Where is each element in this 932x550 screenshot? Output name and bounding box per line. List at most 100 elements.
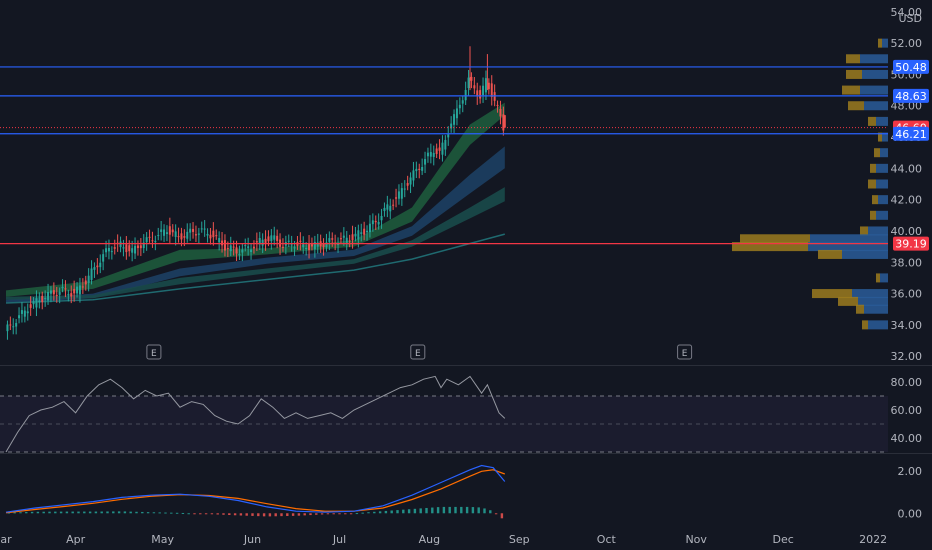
macd-histogram-bar [349, 513, 353, 515]
macd-histogram-bar [413, 508, 417, 514]
candle-body [484, 78, 487, 93]
macd-histogram-bar [193, 513, 196, 515]
candle-body [44, 298, 47, 300]
time-axis-label-Aug: Aug [419, 533, 440, 546]
macd-signal-line [5, 469, 506, 514]
candle-body [18, 315, 21, 319]
candle-body [467, 77, 470, 89]
candle-body [383, 207, 386, 212]
macd-histogram-bar [112, 511, 115, 514]
candle-body [389, 205, 392, 212]
candle-body [421, 166, 424, 171]
macd-line [5, 464, 506, 513]
macd-histogram-bar [344, 513, 347, 515]
price-level-lines[interactable] [0, 66, 888, 245]
price-tick-label: 44.00 [891, 162, 923, 175]
macd-histogram-bar [431, 507, 434, 514]
candle-body [154, 240, 157, 243]
candle-body [354, 233, 357, 237]
price-tag-text-39.19: 39.19 [895, 238, 927, 251]
macd-histogram-bar [338, 513, 341, 515]
candle-body [171, 229, 174, 233]
candle-body [55, 295, 58, 297]
macd-histogram-bar [442, 506, 446, 514]
candle-body [345, 237, 348, 243]
candle-body [6, 324, 9, 332]
earnings-marker-label: E [415, 349, 421, 359]
macd-histogram-bar [396, 510, 399, 514]
candle-body [35, 298, 38, 308]
candle-body [15, 323, 18, 327]
candle-body [189, 228, 192, 233]
candle-body [435, 148, 438, 154]
candle-body [148, 236, 151, 238]
candle-body [76, 286, 79, 294]
candle-body [177, 236, 180, 238]
candle-body [316, 242, 319, 247]
candle-body [270, 235, 273, 242]
candle-body [351, 234, 354, 241]
candle-body [183, 236, 186, 238]
price-tag-39.19 [893, 236, 929, 251]
candle-body [215, 235, 218, 237]
candle-body [61, 286, 64, 289]
macd-histogram-bar [158, 512, 161, 514]
candle-body [107, 247, 110, 252]
volume-profile-buy-bar [838, 296, 858, 306]
time-axis[interactable]: ar Apr May Jun Jul Aug Sep Oct Nov Dec 2022 [0, 533, 887, 546]
macd-histogram-bar [402, 509, 405, 514]
candle-body [310, 244, 313, 247]
time-axis-label-May: May [151, 533, 174, 546]
candle-body [47, 292, 50, 301]
candle-body [157, 235, 160, 237]
candle-body [281, 246, 284, 248]
macd-histogram-bar [477, 507, 480, 514]
candle-body [392, 204, 395, 206]
candle-body [482, 85, 485, 96]
macd-histogram-bar [500, 513, 504, 519]
macd-histogram-bar [19, 512, 22, 514]
candle-body [145, 237, 148, 243]
candle-body [29, 304, 32, 308]
earnings-marker-box [146, 344, 162, 360]
candle-body [374, 220, 377, 223]
candle-body [415, 168, 418, 172]
volume-profile-buy-bar [812, 289, 852, 299]
volume-profile-buy-bar [842, 85, 860, 95]
candle-body [151, 240, 154, 242]
price-tag-text-48.63: 48.63 [895, 90, 927, 103]
macd-histogram-bar [204, 513, 208, 515]
volume-profile-sell-bar [878, 195, 888, 205]
macd-histogram-bar [135, 511, 138, 514]
rsi-tick-label: 60.00 [891, 404, 923, 417]
candle-body [331, 238, 334, 240]
candle-body [221, 240, 224, 246]
candle-body [470, 76, 473, 81]
volume-profile-buy-bar [876, 273, 880, 283]
candle-body [299, 240, 302, 242]
candle-body [192, 228, 195, 232]
candle-body [244, 245, 247, 247]
volume-profile-buy-bar [740, 234, 810, 244]
macd-histogram-bar [303, 513, 306, 516]
macd-histogram-bar [465, 506, 469, 514]
candle-body [473, 85, 476, 89]
price-tick-label: 34.00 [891, 319, 923, 332]
macd-tick-label: 0.00 [898, 507, 923, 520]
macd-histogram-bar [268, 513, 272, 517]
macd-histogram-bar [251, 513, 254, 516]
macd-histogram-bar [71, 511, 74, 514]
volume-profile [732, 38, 888, 330]
volume-profile-buy-bar [818, 249, 842, 259]
macd-histogram-bar [471, 507, 475, 514]
candle-body [325, 242, 328, 248]
rsi-line [5, 375, 506, 453]
candle-body [464, 89, 467, 101]
macd-histogram-bar [164, 512, 167, 514]
macd-histogram-bar [175, 512, 179, 514]
candle-body [308, 243, 311, 251]
candle-body [438, 147, 441, 151]
candle-body [96, 265, 99, 268]
